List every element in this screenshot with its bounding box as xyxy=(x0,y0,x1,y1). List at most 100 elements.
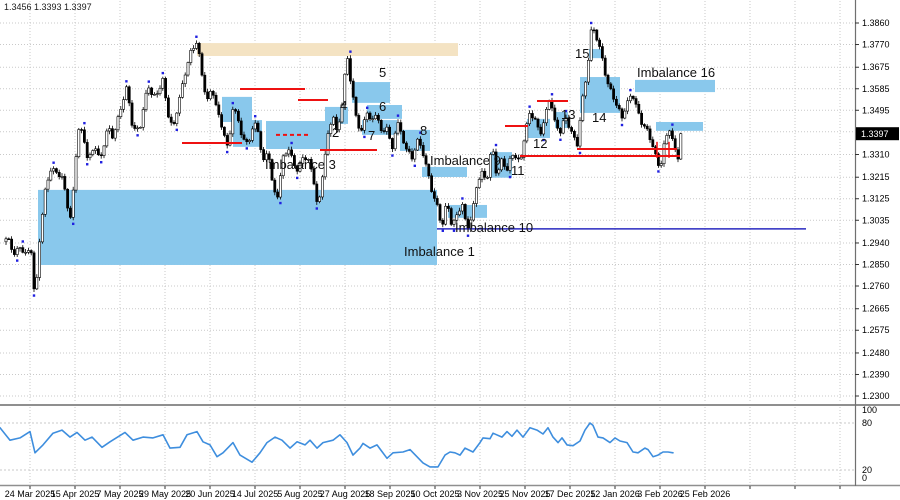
date-axis-label[interactable]: 15 Apr 2025 xyxy=(51,489,100,499)
candle-body xyxy=(609,83,613,90)
date-axis-label[interactable]: 18 Sep 2025 xyxy=(364,489,415,499)
date-axis-label[interactable]: 14 Jul 2025 xyxy=(232,489,279,499)
date-axis-label[interactable]: 20 Jun 2025 xyxy=(185,489,235,499)
fractal-up-dot xyxy=(195,35,198,38)
oscillator-scale-label[interactable]: 0 xyxy=(862,473,867,483)
date-axis-label[interactable]: 10 Oct 2025 xyxy=(410,489,459,499)
candle-body xyxy=(217,104,221,115)
candle-body xyxy=(147,87,151,94)
candle-body xyxy=(273,179,277,193)
price-axis-label[interactable]: 1.2575 xyxy=(862,325,890,335)
candle-body xyxy=(245,139,249,142)
price-axis-label[interactable]: 1.2850 xyxy=(862,259,890,269)
zone-number-label: 8 xyxy=(420,123,427,138)
candle-body xyxy=(382,130,386,132)
candle-body xyxy=(94,148,98,151)
candle-body xyxy=(497,169,501,174)
candle-body xyxy=(181,83,184,98)
imbalance-1-rect[interactable] xyxy=(38,189,437,265)
price-axis-label[interactable]: 1.3675 xyxy=(862,62,890,72)
candle-body xyxy=(108,128,112,132)
date-axis-label[interactable]: 7 May 2025 xyxy=(96,489,143,499)
oscillator-scale-label[interactable]: 80 xyxy=(862,418,872,428)
candle-body xyxy=(281,155,285,177)
price-axis-label[interactable]: 1.3585 xyxy=(862,84,890,94)
date-axis-label[interactable]: 24 Mar 2025 xyxy=(5,489,56,499)
candle-body xyxy=(354,96,358,116)
candle-body xyxy=(88,154,92,158)
candle-body xyxy=(645,125,649,130)
zone-5-rect[interactable] xyxy=(352,82,390,103)
price-axis-label[interactable]: 1.3770 xyxy=(862,40,890,50)
date-axis-label[interactable]: 27 Aug 2025 xyxy=(320,489,371,499)
price-axis-label[interactable]: 1.2390 xyxy=(862,369,890,379)
candle-body xyxy=(318,196,322,202)
candle-body xyxy=(337,121,341,130)
zone-15-rect[interactable] xyxy=(589,49,603,59)
candle-body xyxy=(35,277,39,290)
price-axis-label[interactable]: 1.3310 xyxy=(862,150,890,160)
price-axis-label[interactable]: 1.2760 xyxy=(862,281,890,291)
candle-body xyxy=(38,241,42,278)
candle-body xyxy=(614,98,618,106)
date-axis-label[interactable]: 29 May 2025 xyxy=(139,489,191,499)
candle-body xyxy=(483,170,487,178)
date-axis-label[interactable]: 5 Aug 2025 xyxy=(277,489,323,499)
candle-body xyxy=(54,168,58,173)
candle-body xyxy=(365,112,369,120)
candle-body xyxy=(567,117,571,128)
candle-body xyxy=(393,132,397,150)
candle-body xyxy=(536,118,540,128)
candle-body xyxy=(410,151,414,160)
oscillator-scale-label[interactable]: 20 xyxy=(862,465,872,475)
zone-right-thin-rect[interactable] xyxy=(656,121,703,131)
date-axis-label[interactable]: 25 Feb 2026 xyxy=(680,489,731,499)
date-axis-label[interactable]: 3 Nov 2025 xyxy=(457,489,503,499)
candle-body xyxy=(379,119,383,131)
imbalance-label: Imbalance 9 xyxy=(430,153,501,168)
price-axis-label[interactable]: 1.3495 xyxy=(862,105,890,115)
price-axis-label[interactable]: 1.2665 xyxy=(862,304,890,314)
candle-body xyxy=(172,122,176,124)
imbalance-9-rect[interactable] xyxy=(422,166,467,177)
candle-body xyxy=(175,112,179,124)
oscillator-scale-label[interactable]: 100 xyxy=(862,405,877,415)
imbalance-16-zone-rect[interactable] xyxy=(635,79,715,93)
price-axis-label[interactable]: 1.2940 xyxy=(862,238,890,248)
date-axis-label[interactable]: 25 Nov 2025 xyxy=(499,489,550,499)
beige-supply-zone-rect[interactable] xyxy=(197,43,458,56)
price-axis-label[interactable]: 1.2300 xyxy=(862,391,890,401)
candle-body xyxy=(119,108,123,118)
price-axis-label[interactable]: 1.3125 xyxy=(862,194,890,204)
candle-body xyxy=(396,122,400,134)
imbalance-10-zone-rect[interactable] xyxy=(448,204,487,218)
zone-number-label: 11 xyxy=(511,163,525,178)
price-axis-label[interactable]: 1.2480 xyxy=(862,348,890,358)
candle-body xyxy=(278,175,282,198)
candle-body xyxy=(127,86,131,104)
fractal-up-dot xyxy=(528,105,531,108)
fractal-down-dot xyxy=(32,294,36,297)
candle-body xyxy=(486,177,490,179)
candle-body xyxy=(334,116,338,130)
candle-body xyxy=(141,109,145,128)
oscillator-layer[interactable] xyxy=(0,422,674,468)
candle-body xyxy=(670,130,674,139)
price-axis-label[interactable]: 1.3860 xyxy=(862,18,890,28)
date-axis-label[interactable]: 17 Dec 2025 xyxy=(544,489,595,499)
candle-body xyxy=(416,138,420,151)
date-axis-label[interactable]: 3 Feb 2026 xyxy=(637,489,683,499)
candle-body xyxy=(259,131,263,150)
candle-body xyxy=(312,168,316,185)
date-axis-label[interactable]: 12 Jan 2026 xyxy=(590,489,640,499)
candle-body xyxy=(679,133,683,160)
candle-body xyxy=(505,166,509,171)
candle-body xyxy=(262,149,266,161)
price-axis-label[interactable]: 1.3035 xyxy=(862,215,890,225)
candle-body xyxy=(315,183,319,202)
candle-body xyxy=(133,125,137,129)
price-axis-label[interactable]: 1.3215 xyxy=(862,172,890,182)
